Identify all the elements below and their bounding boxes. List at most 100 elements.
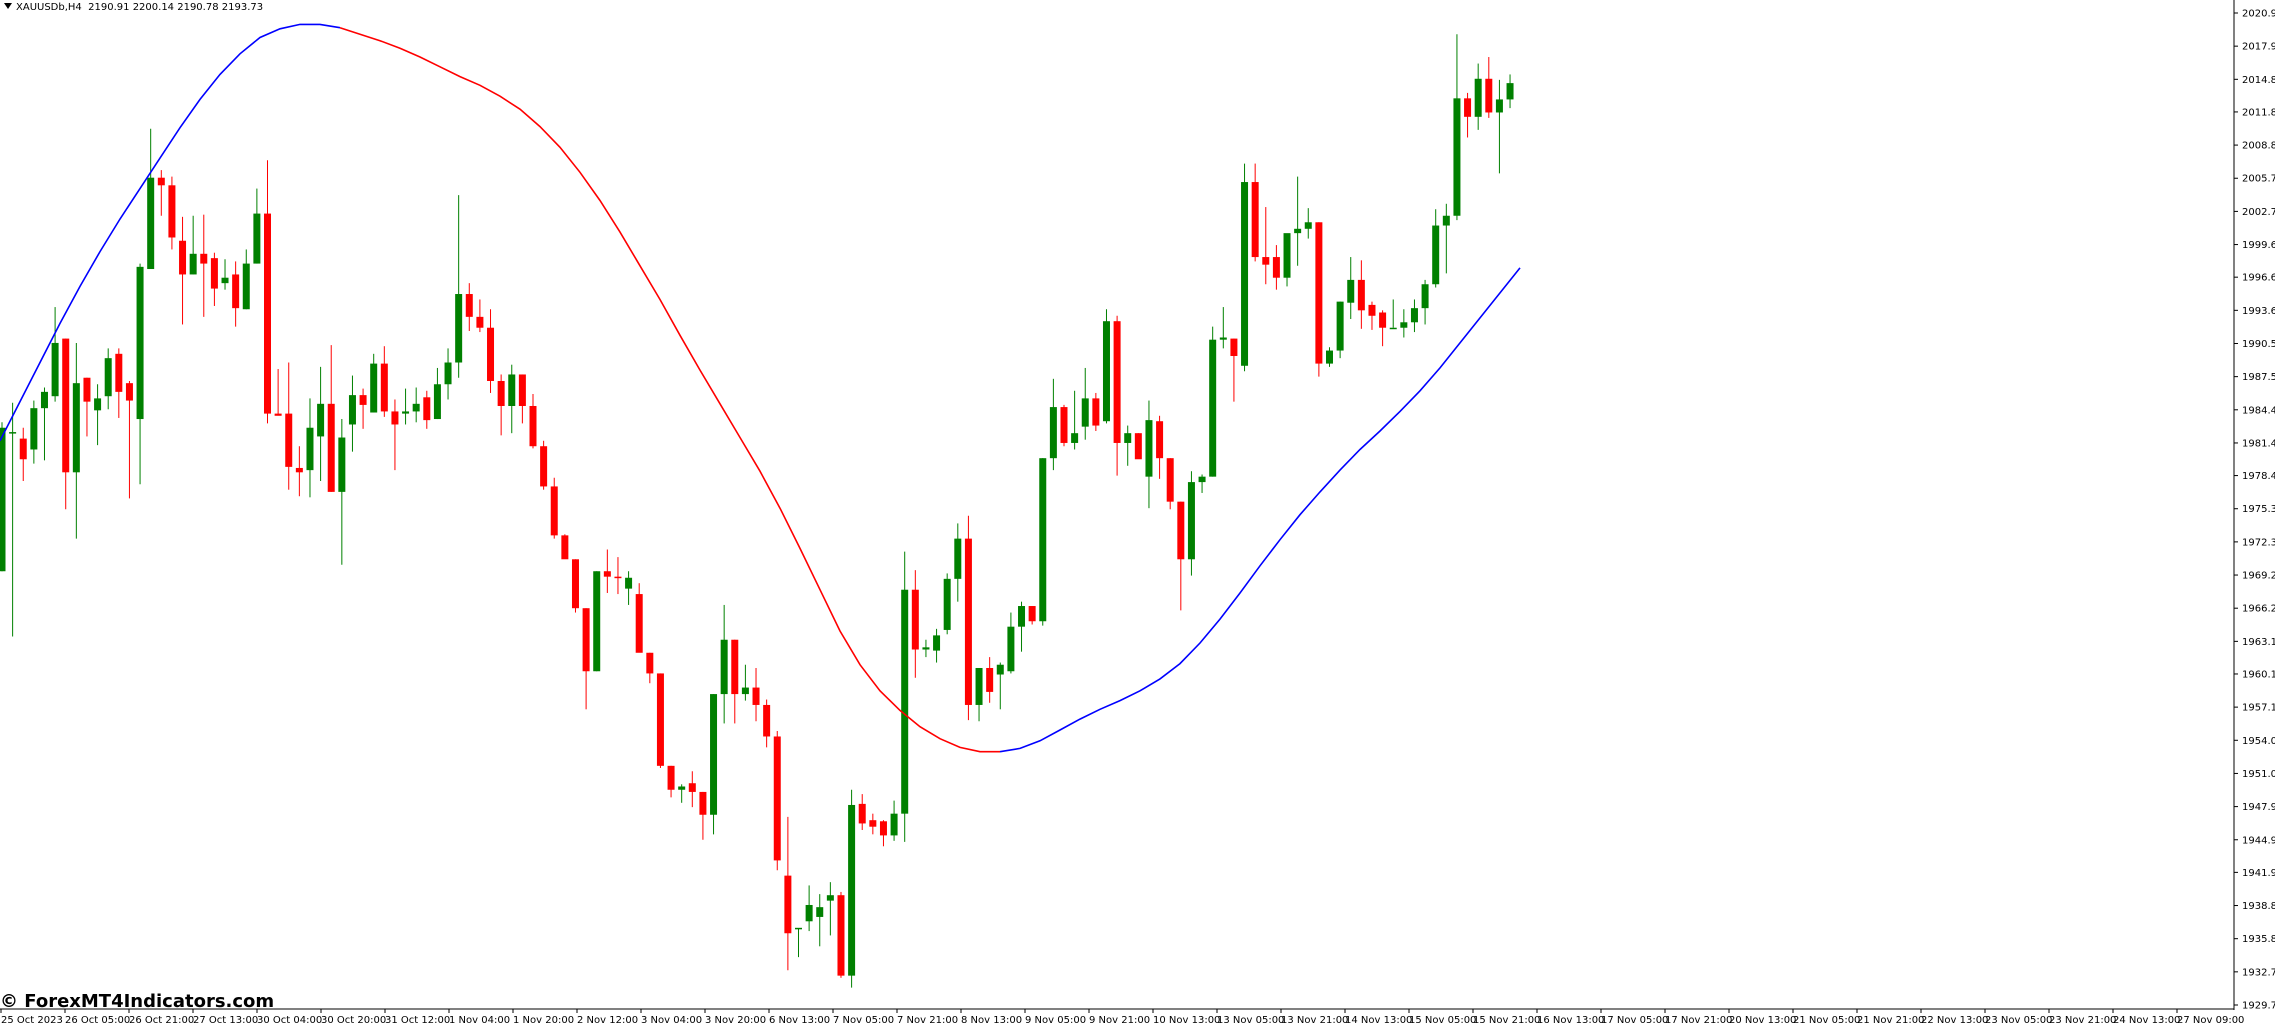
candle bbox=[1092, 392, 1100, 431]
candle-body bbox=[986, 667, 994, 692]
candle-body bbox=[826, 895, 834, 901]
candle bbox=[242, 249, 250, 310]
candle-body bbox=[848, 804, 856, 976]
y-tick-label: 2020.95 bbox=[2242, 9, 2275, 20]
symbol-label: XAUUSDb,H4 bbox=[16, 2, 82, 13]
candle-body bbox=[444, 362, 452, 385]
candle-body bbox=[210, 258, 218, 289]
candle-body bbox=[1081, 398, 1089, 427]
x-tick-label: 20 Nov 13:00 bbox=[1729, 1015, 1796, 1026]
ma-line-falling bbox=[339, 26, 1000, 753]
x-tick-label: 17 Nov 21:00 bbox=[1665, 1015, 1732, 1026]
candle bbox=[1389, 299, 1397, 330]
candle-body bbox=[529, 405, 537, 447]
candle-body bbox=[200, 253, 208, 264]
x-tick-label: 3 Nov 04:00 bbox=[641, 1015, 702, 1026]
candle bbox=[603, 549, 611, 593]
candle bbox=[848, 789, 856, 988]
candle-body bbox=[1315, 222, 1323, 364]
candle bbox=[1272, 245, 1280, 290]
candle-body bbox=[1049, 407, 1057, 459]
candle bbox=[614, 557, 622, 595]
chart-info-header: XAUUSDb,H4 2190.91 2200.14 2190.78 2193.… bbox=[4, 2, 263, 13]
candle bbox=[444, 348, 452, 400]
x-tick-label: 9 Nov 05:00 bbox=[1025, 1015, 1086, 1026]
candle-body bbox=[104, 358, 112, 397]
candle-body bbox=[1092, 398, 1100, 426]
candle-body bbox=[805, 904, 813, 922]
y-tick-label: 1999.65 bbox=[2242, 240, 2275, 251]
candle-body bbox=[1156, 421, 1164, 459]
y-tick-label: 2011.85 bbox=[2242, 107, 2275, 118]
candle-body bbox=[1209, 339, 1217, 477]
candle-body bbox=[168, 185, 176, 238]
candle-body bbox=[1251, 182, 1259, 258]
candle bbox=[678, 784, 686, 803]
candle bbox=[656, 673, 664, 769]
y-tick-label: 1984.45 bbox=[2242, 405, 2275, 416]
candle bbox=[1028, 606, 1036, 625]
y-tick-label: 2017.90 bbox=[2242, 42, 2275, 53]
candle bbox=[518, 374, 526, 424]
x-tick-label: 30 Oct 20:00 bbox=[321, 1015, 386, 1026]
candle bbox=[1018, 601, 1026, 652]
candle-body bbox=[1060, 407, 1068, 443]
candle bbox=[879, 820, 887, 847]
candle-body bbox=[189, 253, 197, 275]
candle-body bbox=[62, 338, 70, 473]
candle-body bbox=[1134, 433, 1142, 460]
y-tick-label: 1954.05 bbox=[2242, 736, 2275, 747]
candle bbox=[253, 188, 261, 264]
x-tick-label: 15 Nov 21:00 bbox=[1473, 1015, 1540, 1026]
candle bbox=[359, 388, 367, 429]
x-tick-label: 25 Oct 2023 bbox=[1, 1015, 63, 1026]
candle-body bbox=[253, 213, 261, 264]
candle bbox=[954, 523, 962, 602]
candle bbox=[1410, 299, 1418, 333]
candle bbox=[1506, 74, 1514, 109]
candle bbox=[1262, 207, 1270, 285]
candle-body bbox=[9, 432, 17, 434]
candle bbox=[795, 927, 802, 958]
candle-body bbox=[1113, 321, 1121, 443]
x-tick-label: 1 Nov 04:00 bbox=[449, 1015, 510, 1026]
candle-body bbox=[147, 177, 155, 270]
x-tick-label: 26 Oct 05:00 bbox=[65, 1015, 130, 1026]
candle bbox=[1241, 163, 1249, 372]
candle-body bbox=[710, 694, 718, 815]
candle bbox=[625, 571, 633, 605]
x-tick-label: 30 Oct 04:00 bbox=[257, 1015, 322, 1026]
y-tick-label: 1966.20 bbox=[2242, 604, 2275, 615]
candle-body bbox=[901, 589, 909, 814]
candle bbox=[465, 283, 473, 331]
candle-body bbox=[19, 438, 27, 460]
candle bbox=[869, 813, 877, 835]
candle-body bbox=[1071, 433, 1079, 443]
candle-body bbox=[476, 316, 484, 328]
candle bbox=[890, 800, 898, 841]
x-tick-label: 27 Nov 09:00 bbox=[2177, 1015, 2244, 1026]
candle-body bbox=[1166, 458, 1174, 502]
x-tick-label: 17 Nov 05:00 bbox=[1601, 1015, 1668, 1026]
candle bbox=[83, 377, 91, 437]
candle-body bbox=[83, 377, 91, 402]
candle bbox=[72, 342, 80, 539]
candle bbox=[1474, 63, 1482, 130]
candle bbox=[0, 422, 6, 572]
candle-body bbox=[1368, 304, 1376, 316]
y-tick-label: 1996.65 bbox=[2242, 273, 2275, 284]
candle bbox=[635, 583, 643, 653]
candle-body bbox=[964, 538, 972, 705]
ma-line-rising-1 bbox=[0, 23, 341, 442]
candle-body bbox=[741, 687, 749, 695]
y-tick-label: 1960.15 bbox=[2242, 669, 2275, 680]
x-tick-label: 15 Nov 05:00 bbox=[1409, 1015, 1476, 1026]
candle bbox=[699, 791, 707, 840]
candle-body bbox=[136, 266, 144, 420]
candle-body bbox=[317, 403, 325, 437]
ohlc-values: 2190.91 2200.14 2190.78 2193.73 bbox=[88, 2, 264, 13]
candle bbox=[1304, 208, 1312, 239]
candle bbox=[274, 369, 282, 416]
candle bbox=[1145, 400, 1153, 509]
